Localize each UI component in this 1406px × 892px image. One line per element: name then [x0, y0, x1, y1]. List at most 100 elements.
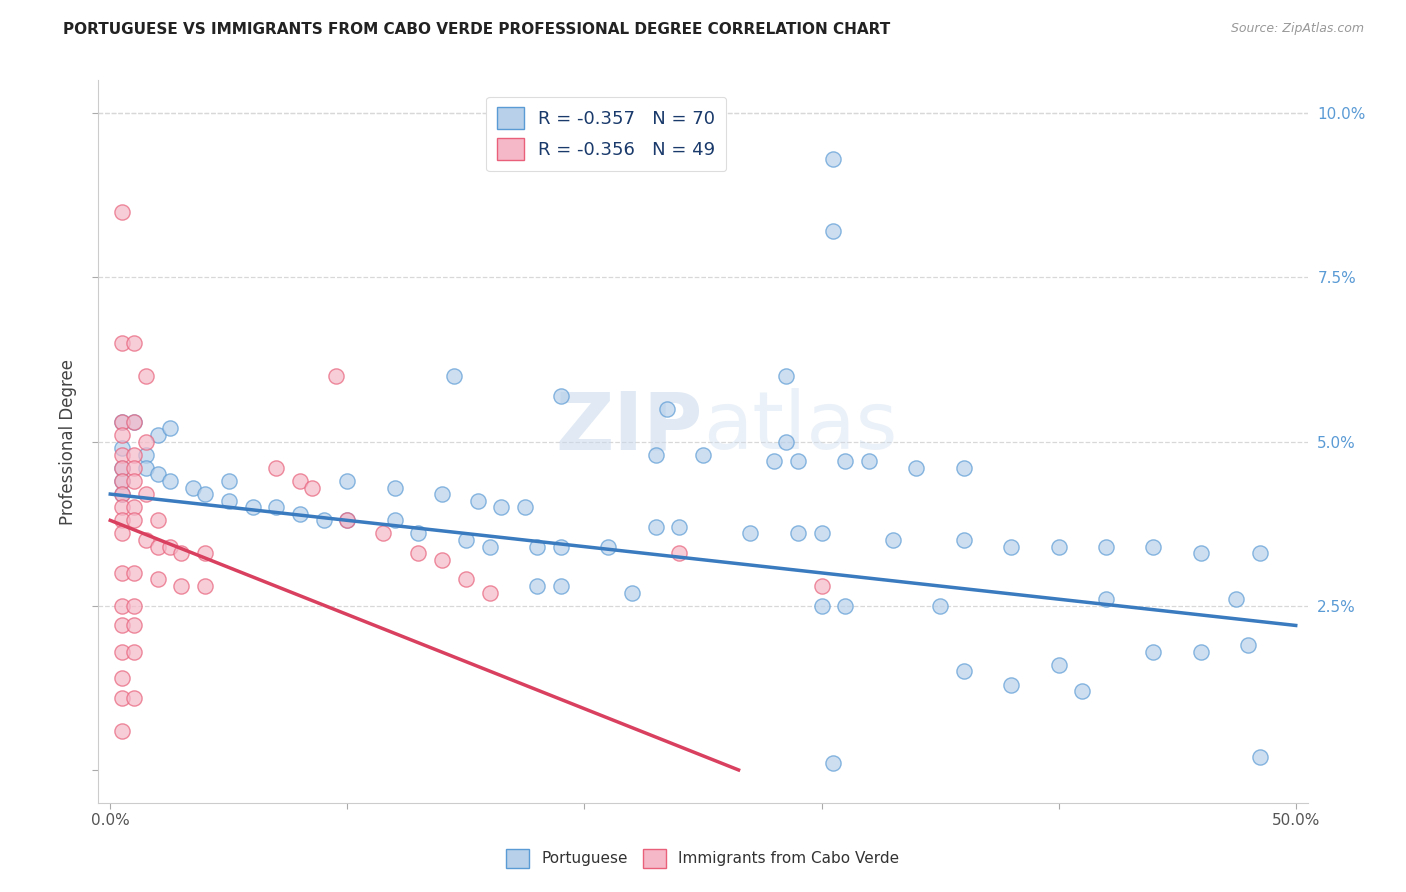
Point	[122, 336, 145, 351]
Point	[336, 513, 359, 527]
Point	[620, 585, 643, 599]
Point	[550, 579, 572, 593]
Point	[515, 500, 537, 515]
Point	[194, 579, 217, 593]
Point	[810, 599, 832, 613]
Point	[135, 487, 157, 501]
Point	[526, 540, 548, 554]
Point	[1142, 645, 1164, 659]
Point	[111, 415, 134, 429]
Point	[111, 513, 134, 527]
Point	[146, 467, 169, 482]
Point	[122, 474, 145, 488]
Point	[786, 454, 808, 468]
Point	[1225, 592, 1247, 607]
Point	[135, 434, 157, 449]
Point	[288, 507, 311, 521]
Point	[111, 428, 134, 442]
Point	[823, 756, 845, 771]
Point	[122, 645, 145, 659]
Point	[644, 448, 666, 462]
Point	[288, 474, 311, 488]
Point	[454, 533, 477, 547]
Point	[526, 579, 548, 593]
Point	[122, 513, 145, 527]
Text: atlas: atlas	[703, 388, 897, 467]
Point	[122, 500, 145, 515]
Point	[159, 421, 181, 435]
Point	[135, 448, 157, 462]
Point	[1000, 677, 1022, 691]
Point	[823, 224, 845, 238]
Point	[336, 474, 359, 488]
Point	[122, 415, 145, 429]
Text: PORTUGUESE VS IMMIGRANTS FROM CABO VERDE PROFESSIONAL DEGREE CORRELATION CHART: PORTUGUESE VS IMMIGRANTS FROM CABO VERDE…	[63, 22, 890, 37]
Point	[264, 500, 287, 515]
Point	[111, 460, 134, 475]
Point	[952, 533, 974, 547]
Point	[408, 546, 430, 560]
Point	[170, 546, 193, 560]
Point	[194, 546, 217, 560]
Point	[325, 368, 347, 383]
Point	[408, 526, 430, 541]
Point	[135, 368, 157, 383]
Point	[834, 454, 856, 468]
Text: ZIP: ZIP	[555, 388, 703, 467]
Point	[1047, 657, 1070, 672]
Point	[550, 388, 572, 402]
Point	[111, 474, 134, 488]
Point	[122, 460, 145, 475]
Point	[135, 460, 157, 475]
Point	[146, 573, 169, 587]
Point	[170, 579, 193, 593]
Point	[111, 566, 134, 580]
Point	[146, 428, 169, 442]
Point	[312, 513, 335, 527]
Point	[668, 520, 690, 534]
Point	[111, 723, 134, 738]
Point	[1189, 546, 1212, 560]
Point	[159, 540, 181, 554]
Point	[122, 599, 145, 613]
Point	[478, 585, 501, 599]
Point	[478, 540, 501, 554]
Point	[135, 533, 157, 547]
Point	[775, 368, 797, 383]
Point	[775, 434, 797, 449]
Point	[952, 460, 974, 475]
Point	[432, 553, 454, 567]
Point	[882, 533, 904, 547]
Point	[111, 441, 134, 455]
Point	[111, 204, 134, 219]
Point	[1047, 540, 1070, 554]
Point	[929, 599, 952, 613]
Point	[146, 513, 169, 527]
Point	[657, 401, 679, 416]
Point	[122, 448, 145, 462]
Point	[111, 415, 134, 429]
Point	[644, 520, 666, 534]
Point	[1095, 540, 1118, 554]
Point	[159, 474, 181, 488]
Point	[454, 573, 477, 587]
Point	[111, 618, 134, 632]
Point	[668, 546, 690, 560]
Point	[146, 540, 169, 554]
Point	[122, 566, 145, 580]
Point	[111, 500, 134, 515]
Point	[301, 481, 323, 495]
Point	[834, 599, 856, 613]
Point	[443, 368, 465, 383]
Point	[111, 690, 134, 705]
Point	[740, 526, 762, 541]
Point	[371, 526, 394, 541]
Text: Source: ZipAtlas.com: Source: ZipAtlas.com	[1230, 22, 1364, 36]
Point	[598, 540, 620, 554]
Point	[181, 481, 204, 495]
Point	[111, 336, 134, 351]
Point	[384, 513, 406, 527]
Point	[491, 500, 513, 515]
Point	[810, 579, 832, 593]
Point	[1071, 684, 1094, 698]
